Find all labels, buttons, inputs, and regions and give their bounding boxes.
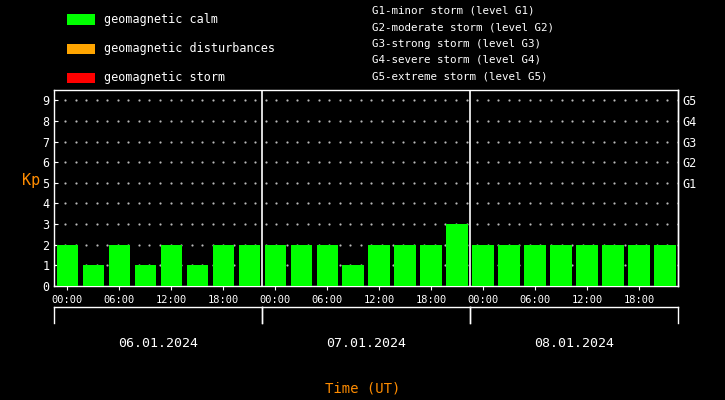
Text: geomagnetic disturbances: geomagnetic disturbances: [104, 42, 276, 55]
Text: G5-extreme storm (level G5): G5-extreme storm (level G5): [373, 71, 548, 81]
Text: 07.01.2024: 07.01.2024: [326, 337, 406, 350]
Bar: [212, 245, 234, 286]
Text: G1-minor storm (level G1): G1-minor storm (level G1): [373, 6, 535, 16]
Text: Time (UT): Time (UT): [325, 382, 400, 396]
Bar: [67, 44, 95, 54]
Bar: [317, 245, 338, 286]
Bar: [291, 245, 312, 286]
Bar: [654, 245, 676, 286]
Text: G3-strong storm (level G3): G3-strong storm (level G3): [373, 38, 542, 48]
Bar: [576, 245, 597, 286]
Bar: [473, 245, 494, 286]
Bar: [629, 245, 650, 286]
Text: 06.01.2024: 06.01.2024: [118, 337, 199, 350]
Bar: [161, 245, 182, 286]
Text: geomagnetic storm: geomagnetic storm: [104, 72, 225, 84]
Bar: [498, 245, 520, 286]
Text: 08.01.2024: 08.01.2024: [534, 337, 614, 350]
Text: G4-severe storm (level G4): G4-severe storm (level G4): [373, 55, 542, 65]
Bar: [550, 245, 571, 286]
Bar: [135, 265, 156, 286]
Bar: [265, 245, 286, 286]
Bar: [420, 245, 442, 286]
Bar: [57, 245, 78, 286]
Bar: [67, 14, 95, 25]
Text: geomagnetic calm: geomagnetic calm: [104, 13, 218, 26]
Bar: [109, 245, 130, 286]
Y-axis label: Kp: Kp: [22, 173, 41, 188]
Bar: [394, 245, 415, 286]
Bar: [239, 245, 260, 286]
Bar: [186, 265, 208, 286]
Bar: [602, 245, 624, 286]
Bar: [368, 245, 390, 286]
Text: G2-moderate storm (level G2): G2-moderate storm (level G2): [373, 22, 555, 32]
Bar: [447, 224, 468, 286]
Bar: [67, 73, 95, 83]
Bar: [524, 245, 546, 286]
Bar: [342, 265, 364, 286]
Bar: [83, 265, 104, 286]
